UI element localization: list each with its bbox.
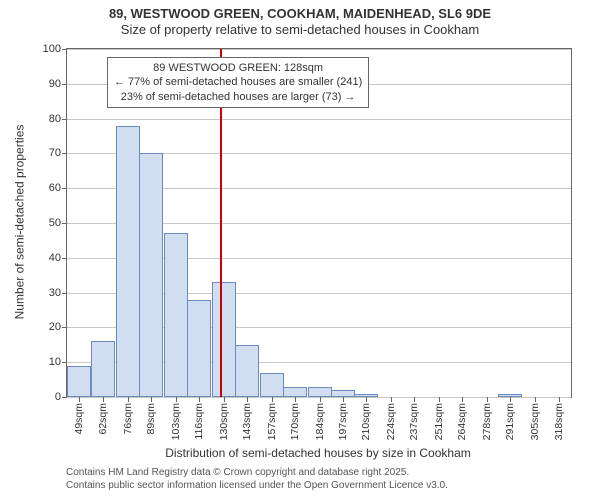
- title-block: 89, WESTWOOD GREEN, COOKHAM, MAIDENHEAD,…: [0, 0, 600, 39]
- ytick-mark: [62, 327, 67, 328]
- xtick-label: 130sqm: [218, 403, 230, 440]
- ytick-label: 40: [49, 252, 61, 264]
- gridline: [67, 49, 571, 50]
- annotation-line3: 23% of semi-detached houses are larger (…: [114, 90, 362, 104]
- xtick-mark: [151, 397, 152, 402]
- ytick-mark: [62, 293, 67, 294]
- title-line2: Size of property relative to semi-detach…: [0, 22, 600, 38]
- histogram-bar: [331, 390, 355, 397]
- xtick-mark: [272, 397, 273, 402]
- xtick-mark: [247, 397, 248, 402]
- xtick-mark: [462, 397, 463, 402]
- ytick-mark: [62, 397, 67, 398]
- histogram-bar: [139, 153, 163, 397]
- y-axis-label: Number of semi-detached properties: [13, 125, 27, 320]
- footer-line2: Contains public sector information licen…: [66, 479, 448, 492]
- xtick-mark: [559, 397, 560, 402]
- ytick-mark: [62, 362, 67, 363]
- xtick-mark: [320, 397, 321, 402]
- xtick-mark: [487, 397, 488, 402]
- ytick-label: 90: [49, 78, 61, 90]
- xtick-mark: [391, 397, 392, 402]
- xtick-mark: [343, 397, 344, 402]
- xtick-mark: [366, 397, 367, 402]
- ytick-mark: [62, 258, 67, 259]
- xtick-label: 49sqm: [73, 403, 85, 435]
- footer: Contains HM Land Registry data © Crown c…: [66, 466, 448, 492]
- xtick-label: 103sqm: [170, 403, 182, 440]
- histogram-bar: [67, 366, 91, 397]
- ytick-mark: [62, 84, 67, 85]
- ytick-mark: [62, 153, 67, 154]
- xtick-label: 76sqm: [122, 403, 134, 435]
- ytick-mark: [62, 188, 67, 189]
- xtick-label: 116sqm: [193, 403, 205, 440]
- ytick-label: 70: [49, 147, 61, 159]
- xtick-label: 224sqm: [385, 403, 397, 440]
- histogram-bar: [187, 300, 211, 397]
- ytick-label: 10: [49, 356, 61, 368]
- xtick-label: 291sqm: [504, 403, 516, 440]
- xtick-label: 170sqm: [289, 403, 301, 440]
- xtick-label: 62sqm: [97, 403, 109, 435]
- xtick-mark: [199, 397, 200, 402]
- xtick-label: 89sqm: [145, 403, 157, 435]
- ytick-label: 30: [49, 287, 61, 299]
- xtick-mark: [439, 397, 440, 402]
- xtick-label: 143sqm: [241, 403, 253, 440]
- ytick-label: 50: [49, 217, 61, 229]
- xtick-mark: [510, 397, 511, 402]
- annotation-line2: ← 77% of semi-detached houses are smalle…: [114, 75, 362, 89]
- xtick-mark: [535, 397, 536, 402]
- histogram-bar: [91, 341, 115, 397]
- xtick-mark: [295, 397, 296, 402]
- histogram-bar: [308, 387, 332, 397]
- footer-line1: Contains HM Land Registry data © Crown c…: [66, 466, 448, 479]
- histogram-bar: [164, 233, 188, 397]
- xtick-label: 197sqm: [337, 403, 349, 440]
- x-axis-label: Distribution of semi-detached houses by …: [66, 446, 570, 460]
- ytick-label: 20: [49, 321, 61, 333]
- xtick-label: 237sqm: [408, 403, 420, 440]
- annotation-box: 89 WESTWOOD GREEN: 128sqm← 77% of semi-d…: [107, 57, 369, 108]
- xtick-mark: [103, 397, 104, 402]
- xtick-label: 278sqm: [481, 403, 493, 440]
- ytick-label: 100: [43, 43, 61, 55]
- xtick-mark: [224, 397, 225, 402]
- plot-area: 010203040506070809010049sqm62sqm76sqm89s…: [66, 48, 572, 398]
- xtick-label: 157sqm: [266, 403, 278, 440]
- ytick-mark: [62, 49, 67, 50]
- ytick-label: 80: [49, 113, 61, 125]
- title-line1: 89, WESTWOOD GREEN, COOKHAM, MAIDENHEAD,…: [0, 6, 600, 22]
- xtick-mark: [176, 397, 177, 402]
- xtick-label: 210sqm: [360, 403, 372, 440]
- gridline: [67, 119, 571, 120]
- xtick-label: 251sqm: [433, 403, 445, 440]
- histogram-bar: [283, 387, 307, 397]
- xtick-label: 264sqm: [456, 403, 468, 440]
- annotation-line1: 89 WESTWOOD GREEN: 128sqm: [114, 61, 362, 75]
- xtick-label: 305sqm: [529, 403, 541, 440]
- xtick-label: 318sqm: [553, 403, 565, 440]
- ytick-mark: [62, 223, 67, 224]
- xtick-mark: [414, 397, 415, 402]
- xtick-mark: [128, 397, 129, 402]
- ytick-label: 60: [49, 182, 61, 194]
- histogram-bar: [116, 126, 140, 397]
- chart-container: 89, WESTWOOD GREEN, COOKHAM, MAIDENHEAD,…: [0, 0, 600, 500]
- histogram-bar: [212, 282, 236, 397]
- xtick-mark: [79, 397, 80, 402]
- histogram-bar: [235, 345, 259, 397]
- ytick-mark: [62, 119, 67, 120]
- histogram-bar: [260, 373, 284, 397]
- xtick-label: 184sqm: [314, 403, 326, 440]
- ytick-label: 0: [55, 391, 61, 403]
